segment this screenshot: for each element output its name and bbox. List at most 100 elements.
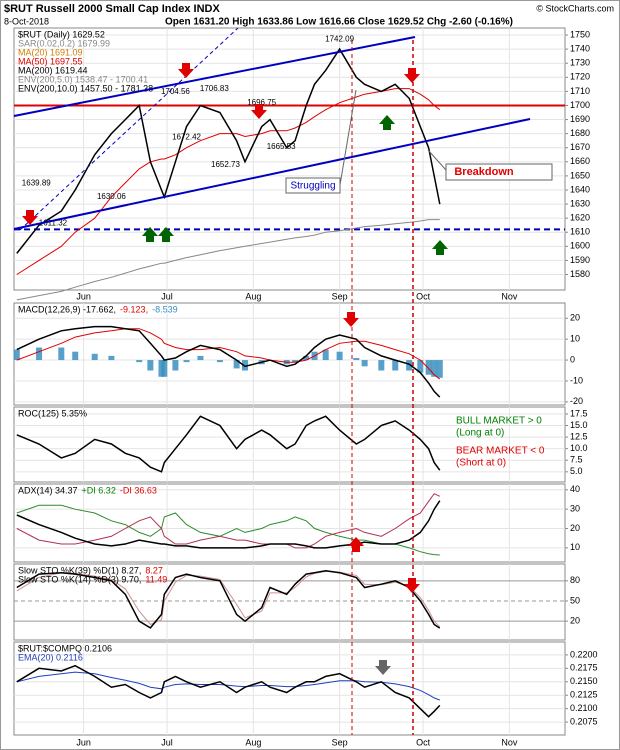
- x-tick-label: Sep: [332, 291, 348, 301]
- buy-arrow: [158, 227, 174, 242]
- panel-note: (Long at 0): [456, 428, 504, 439]
- callout-pointer: [339, 89, 357, 186]
- series-line: [16, 569, 441, 629]
- series-line: [16, 328, 441, 380]
- price-label: 1696.75: [247, 98, 276, 107]
- y-tick-label: 20: [570, 523, 580, 533]
- legend-entry: -DI 36.63: [120, 485, 157, 495]
- histogram-bar: [197, 355, 204, 361]
- panel-frame: [13, 641, 566, 736]
- legend-entry: $RUT (Daily) 1629.52: [18, 29, 105, 39]
- y-tick-label: 1650: [570, 170, 590, 180]
- series-line: [16, 671, 440, 701]
- y-tick-label: 0.2075: [570, 716, 598, 726]
- price-label: 1706.83: [200, 84, 229, 93]
- x-tick-label: Oct: [416, 291, 431, 301]
- buy-arrow: [379, 115, 395, 130]
- y-tick-label: 0.2150: [570, 676, 598, 686]
- y-tick-label: 0: [570, 354, 575, 364]
- y-tick-label: 50: [570, 595, 580, 605]
- panel-frame: [13, 563, 566, 641]
- histogram-bar: [147, 360, 154, 371]
- y-tick-label: 1730: [570, 58, 590, 68]
- panel-frame: [13, 406, 566, 483]
- buy-arrows: [142, 115, 448, 255]
- y-tick-label: 15.0: [570, 420, 588, 430]
- y-tick-label: 0.2125: [570, 690, 598, 700]
- legend-entry: MA(200) 1619.44: [18, 65, 88, 75]
- histogram-bar: [136, 360, 143, 363]
- legend-entry: 8.27: [145, 565, 163, 575]
- histogram-bar: [417, 360, 424, 373]
- callout-box: [445, 163, 553, 181]
- legend-entry: 11.49: [145, 574, 167, 584]
- histogram-bar: [392, 360, 399, 371]
- y-tick-label: 1700: [570, 100, 590, 110]
- panel-note: BULL MARKET > 0: [456, 416, 542, 427]
- chart-date: 8-Oct-2018: [4, 16, 49, 26]
- legend-entry: ROC(125) 5.35%: [18, 408, 87, 418]
- histogram-bar: [172, 360, 179, 371]
- x-tick-label: Nov: [501, 291, 518, 301]
- buy-arrow: [432, 240, 448, 255]
- legend-entry: ENV(200,10.0) 1457.50 - 1781.38: [18, 83, 153, 93]
- histogram-bar: [336, 351, 343, 361]
- trend-line: [13, 118, 531, 230]
- y-tick-label: 1710: [570, 86, 590, 96]
- legend-entry: Slow STO %K(14) %D(3) 9.70,: [18, 574, 141, 584]
- y-tick-label: 40: [570, 484, 580, 494]
- histogram-bar: [425, 360, 432, 375]
- legend-entry: +DI 6.32: [82, 485, 116, 495]
- series-line: [16, 500, 441, 549]
- x-tick-label: Jun: [76, 737, 91, 747]
- price-label: 1704.56: [161, 87, 190, 96]
- price-label: 1672.42: [172, 132, 201, 141]
- histogram-bar: [161, 360, 168, 377]
- series-line: [16, 415, 441, 473]
- histogram-bar: [13, 349, 20, 361]
- series-line: [16, 88, 441, 275]
- histogram-bar: [183, 360, 190, 363]
- legend-entry: MACD(12,26,9) -17.662,: [18, 304, 116, 314]
- histogram-bar: [91, 353, 98, 361]
- y-tick-label: 1600: [570, 241, 590, 251]
- price-label: 1611.32: [39, 218, 68, 227]
- x-tick-label: Jul: [161, 291, 173, 301]
- legend-entry: MA(20) 1691.09: [18, 47, 83, 57]
- legend-entry: -9.123,: [120, 304, 148, 314]
- price-label: 1630.06: [97, 192, 126, 201]
- marks: 1580 1590 1600 1610 1620 1630 1640 1650 1660 1670…: [13, 27, 598, 747]
- y-tick-label: 1690: [570, 114, 590, 124]
- y-tick-label: 17.5: [570, 408, 588, 418]
- series-line: [16, 664, 441, 718]
- series-line: [16, 219, 440, 301]
- source: © StockCharts.com: [536, 3, 614, 13]
- y-tick-label: 0.2100: [570, 703, 598, 713]
- callout: Struggling: [290, 181, 335, 192]
- y-tick-label: 10.0: [570, 443, 588, 453]
- panel-frame: [13, 302, 566, 406]
- y-tick-label: 0.2200: [570, 649, 598, 659]
- x-tick-label: Sep: [332, 737, 348, 747]
- panel-note: (Short at 0): [456, 458, 506, 469]
- quote: Open 1631.20 High 1633.86 Low 1616.66 Cl…: [165, 17, 513, 28]
- note-arrow: [375, 660, 391, 675]
- y-tick-label: 1620: [570, 213, 590, 223]
- sell-arrows: [22, 63, 420, 593]
- legend-entry: EMA(20) 0.2116: [18, 652, 83, 662]
- y-tick-label: 1720: [570, 72, 590, 82]
- histogram-bar: [303, 355, 310, 361]
- y-tick-label: 1680: [570, 128, 590, 138]
- y-tick-label: 1610: [570, 227, 590, 237]
- histogram-bar: [378, 360, 385, 371]
- y-tick-label: 10: [570, 542, 580, 552]
- legend-entry: ENV(200,5.0) 1538.47 - 1700.41: [18, 74, 148, 84]
- legend-entry: Slow STO %K(39) %D(1) 8.27,: [18, 565, 141, 575]
- legend-entry: MA(50) 1697.55: [18, 56, 83, 66]
- x-tick-label: Aug: [245, 737, 261, 747]
- panel-note: BEAR MARKET < 0: [456, 446, 545, 457]
- y-tick-label: 1580: [570, 269, 590, 279]
- panel-frame: [13, 27, 566, 291]
- trend-line: [13, 36, 416, 117]
